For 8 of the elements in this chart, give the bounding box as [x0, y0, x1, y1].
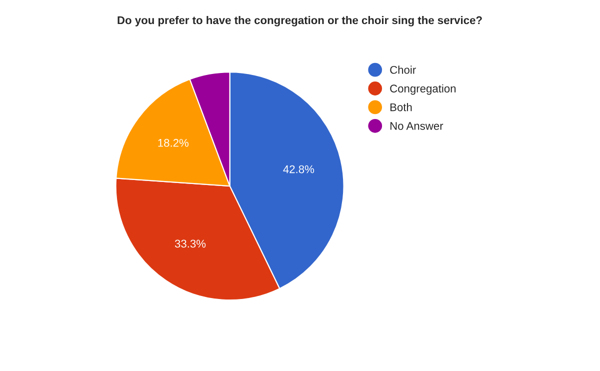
legend-label: Both	[390, 103, 412, 112]
chart-title: Do you prefer to have the congregation or the choir sing the service?	[118, 16, 482, 26]
data-label: 42.8%	[283, 165, 314, 174]
data-label: 18.2%	[158, 138, 189, 147]
legend-label: Congregation	[390, 84, 456, 95]
legend-label: Choir	[390, 66, 416, 74]
legend-label: No Answer	[390, 122, 444, 130]
data-label: 33.3%	[174, 240, 206, 248]
